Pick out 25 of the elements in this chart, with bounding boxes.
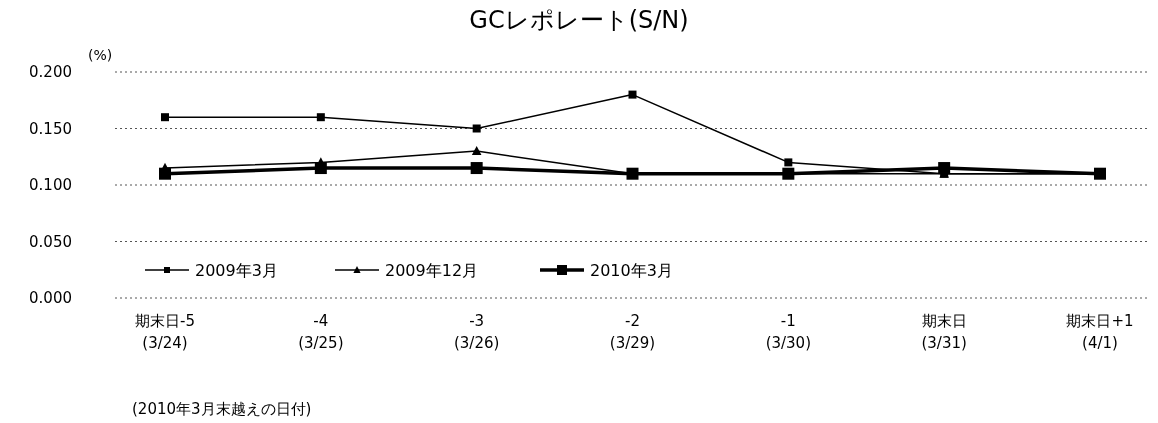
point — [161, 113, 169, 122]
text: (2010年3月末越えの日付) — [132, 400, 312, 418]
point — [784, 158, 793, 167]
y-tick-label: 0.000 — [29, 289, 72, 307]
x-tick-label: -4 (3/25) — [298, 312, 344, 352]
x-tick-label: -3 (3/26) — [453, 312, 500, 352]
x-tick-label: 期末日 (3/31) — [921, 312, 967, 352]
y-tick-label: 0.100 — [29, 176, 72, 194]
x-tick-label: -1 (3/30) — [765, 312, 812, 352]
y-tick-label: 0.050 — [29, 232, 72, 251]
y-axis-title: (%) — [88, 47, 113, 63]
legend-label: 2009年3月 — [195, 261, 278, 280]
point — [628, 90, 637, 99]
y-tick-label: 0.150 — [29, 119, 72, 138]
point — [470, 162, 483, 175]
point — [471, 145, 482, 156]
y-tick-label: 0.200 — [29, 63, 72, 81]
point — [472, 124, 481, 133]
point — [316, 113, 325, 122]
legend-label: 2010年3月 — [590, 261, 673, 280]
chart-title: GCレポレート(S/N) — [469, 6, 689, 34]
legend-label: 2009年12月 — [385, 261, 479, 280]
x-tick-label: 期末日-5 (3/24) — [135, 312, 195, 352]
x-tick-label: -2 (3/29) — [609, 312, 656, 352]
x-tick-label: 期末日+1 (4/1) — [1066, 312, 1134, 352]
